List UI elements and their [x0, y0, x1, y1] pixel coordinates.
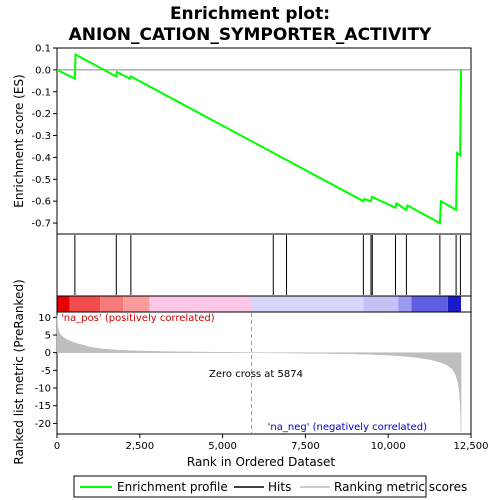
color-bar-segment [57, 296, 70, 312]
ranking-metric-area [56, 315, 462, 433]
color-bar-segment [447, 296, 462, 312]
x-axis-label: Rank in Ordered Dataset [187, 455, 335, 469]
color-bar-segment [123, 296, 150, 312]
es-y-tick-label: -0.6 [31, 197, 51, 208]
color-bar-segment [100, 296, 124, 312]
x-tick-label: 7,500 [291, 441, 320, 452]
color-bar-segment [363, 296, 399, 312]
metric-y-tick-label: 5 [45, 330, 51, 341]
color-bar-segment [411, 296, 448, 312]
metric-panel: -20 -15 -10 -5 0 5 10 0 2,500 5,000 7,500 10,000 12… [35, 311, 489, 452]
color-bar-segment [69, 296, 101, 312]
legend: Enrichment profile Hits Ranking metric s… [73, 475, 467, 498]
metric-y-tick-label: -15 [35, 401, 51, 412]
es-y-ticks: -0.7 -0.6 -0.5 -0.4 -0.3 -0.2 -0.1 0.0 0.1 [31, 44, 57, 230]
x-tick-label: 12,500 [454, 441, 489, 452]
metric-y-tick-label: -20 [35, 419, 51, 430]
es-y-axis-label: Enrichment score (ES) [12, 74, 26, 207]
chart-title-line1: Enrichment plot: [170, 4, 330, 24]
metric-y-axis-label: Ranked list metric (PreRanked) [12, 279, 26, 464]
legend-ranking-metric-label: Ranking metric scores [334, 480, 467, 494]
hits-panel [56, 233, 472, 297]
metric-x-ticks: 0 2,500 5,000 7,500 10,000 12,500 [54, 434, 489, 452]
x-tick-label: 0 [54, 441, 60, 452]
legend-enrichment-profile-label: Enrichment profile [117, 480, 228, 494]
es-y-tick-label: 0.1 [35, 44, 51, 55]
zero-cross-label: Zero cross at 5874 [209, 369, 303, 380]
es-y-tick-label: -0.5 [31, 175, 51, 186]
es-panel-frame [56, 47, 472, 235]
chart-title-line2: ANION_CATION_SYMPORTER_ACTIVITY [69, 25, 432, 45]
hits-panel-frame [56, 233, 472, 297]
es-y-tick-label: -0.4 [31, 153, 51, 164]
color-bar-panel [56, 295, 472, 313]
es-y-tick-label: -0.2 [31, 109, 51, 120]
color-bar-segment [251, 296, 364, 312]
legend-hits-label: Hits [268, 480, 291, 494]
color-bar-segment [398, 296, 412, 312]
positive-correlation-label: 'na_pos' (positively correlated) [61, 313, 215, 324]
metric-panel-frame [56, 311, 472, 435]
negative-correlation-label: 'na_neg' (negatively correlated) [268, 422, 427, 433]
metric-y-tick-label: -5 [41, 366, 51, 377]
enrichment-profile-line [56, 52, 463, 225]
metric-y-ticks: -20 -15 -10 -5 0 5 10 [35, 313, 57, 430]
es-panel: -0.7 -0.6 -0.5 -0.4 -0.3 -0.2 -0.1 0.0 0.1 [31, 44, 472, 235]
metric-y-tick-label: -10 [35, 384, 51, 395]
x-tick-label: 5,000 [208, 441, 237, 452]
hit-marks [74, 235, 461, 295]
x-tick-label: 2,500 [125, 441, 154, 452]
es-y-tick-label: -0.7 [31, 219, 51, 230]
es-y-tick-label: -0.1 [31, 87, 51, 98]
x-tick-label: 10,000 [371, 441, 406, 452]
metric-y-tick-label: 10 [38, 313, 51, 324]
es-y-tick-label: 0.0 [35, 65, 51, 76]
metric-y-tick-label: 0 [45, 348, 51, 359]
color-bar-segment [149, 296, 252, 312]
es-y-tick-label: -0.3 [31, 131, 51, 142]
